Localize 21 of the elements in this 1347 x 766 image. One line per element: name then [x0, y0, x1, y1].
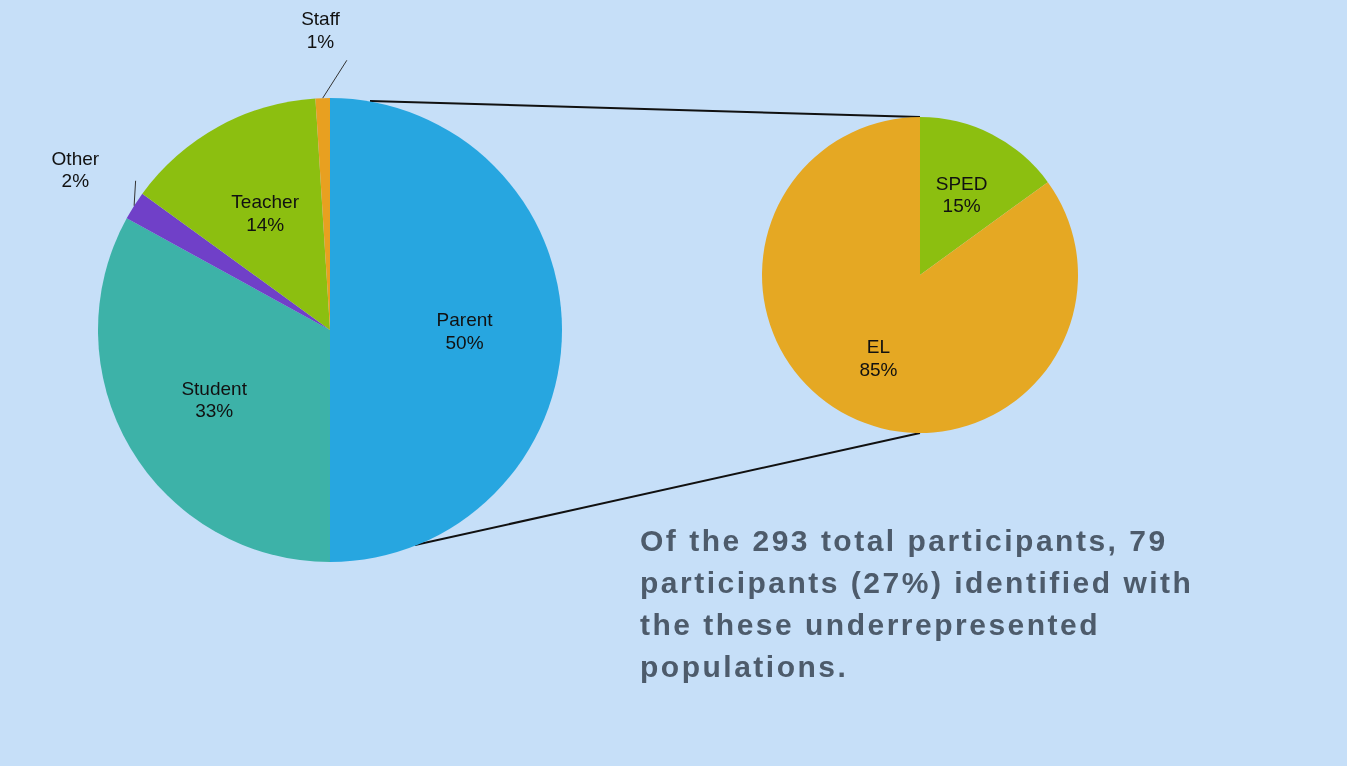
- data-label: 50%: [445, 332, 484, 353]
- slice-label: Teacher: [231, 191, 300, 213]
- text: Of the 293 total participants, 79 participants (27%) identified with the these underrepresented populations.: [640, 523, 1195, 685]
- pie-slice: [142, 98, 330, 330]
- pie-slice: [330, 98, 562, 562]
- pie-slice: [98, 218, 330, 562]
- pie-slice: [920, 117, 1048, 275]
- slice-label: Other: [51, 147, 100, 169]
- data-label: 15%: [942, 195, 981, 217]
- pie-slice: [762, 117, 1078, 433]
- slice-label: Parent: [436, 309, 494, 331]
- slice-label: Staff: [301, 7, 341, 29]
- slice-label: SPED: [935, 172, 988, 194]
- data-label: 33%: [195, 400, 234, 422]
- pie-slice: [126, 193, 330, 330]
- data-label: 85%: [859, 358, 898, 380]
- slice-label: EL: [866, 335, 891, 357]
- slice-label: Student: [181, 377, 248, 399]
- data-label: 14%: [246, 214, 285, 236]
- data-label: 2%: [61, 170, 90, 192]
- data-label: 1%: [306, 30, 335, 52]
